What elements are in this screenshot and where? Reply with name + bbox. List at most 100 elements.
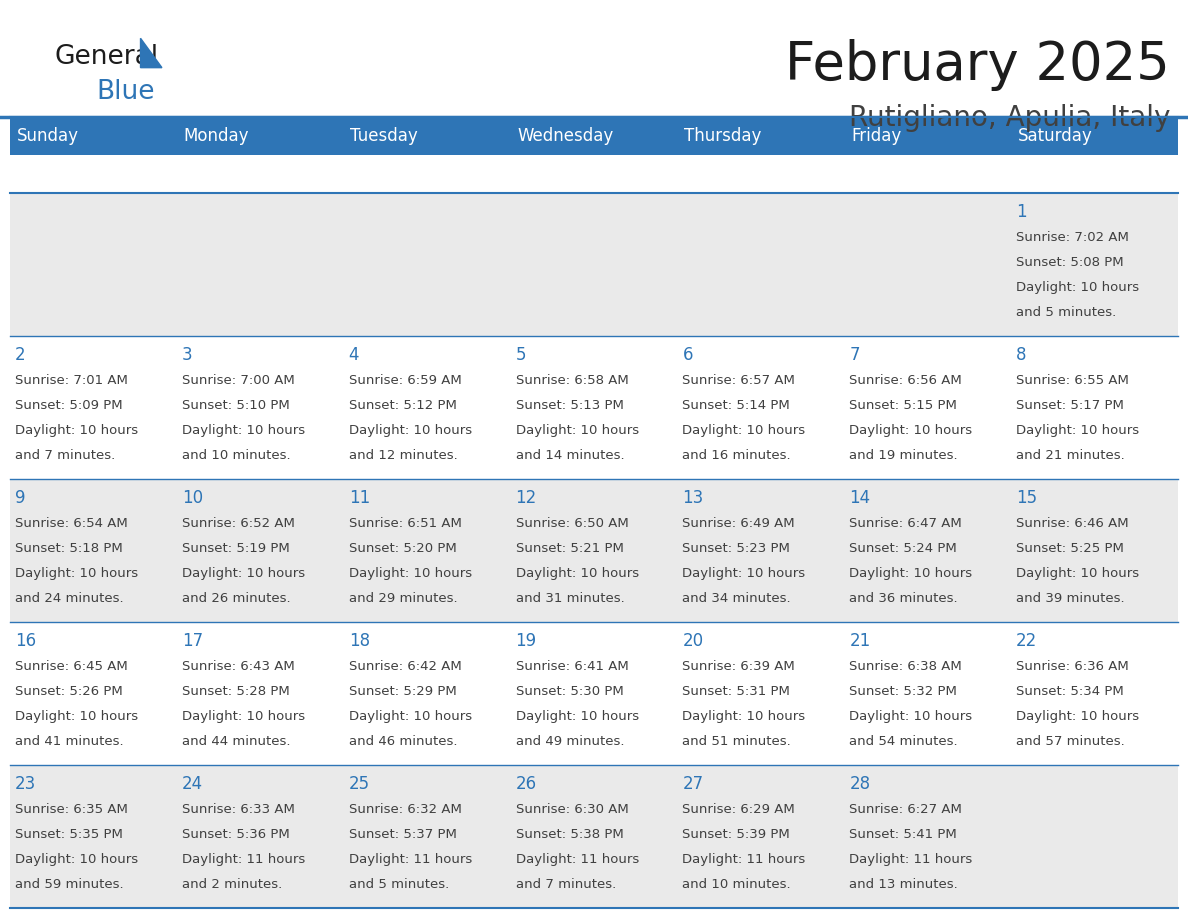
Text: and 7 minutes.: and 7 minutes.	[15, 449, 115, 462]
Text: Daylight: 10 hours: Daylight: 10 hours	[15, 710, 138, 722]
Text: 2: 2	[15, 346, 26, 364]
Text: 26: 26	[516, 775, 537, 793]
Text: 28: 28	[849, 775, 871, 793]
Text: 25: 25	[349, 775, 369, 793]
Bar	[10, 765, 1178, 908]
Text: 13: 13	[682, 489, 703, 507]
Text: Sunrise: 6:35 AM: Sunrise: 6:35 AM	[15, 802, 128, 815]
Text: and 2 minutes.: and 2 minutes.	[182, 878, 282, 890]
Text: and 10 minutes.: and 10 minutes.	[182, 449, 291, 462]
Text: and 44 minutes.: and 44 minutes.	[182, 734, 290, 747]
Text: and 24 minutes.: and 24 minutes.	[15, 591, 124, 605]
Text: Sunrise: 6:29 AM: Sunrise: 6:29 AM	[682, 802, 795, 815]
Bar	[845, 117, 1011, 155]
Text: Daylight: 10 hours: Daylight: 10 hours	[15, 566, 138, 579]
Text: 24: 24	[182, 775, 203, 793]
Text: Sunset: 5:32 PM: Sunset: 5:32 PM	[849, 685, 958, 698]
Text: and 51 minutes.: and 51 minutes.	[682, 734, 791, 747]
Text: 4: 4	[349, 346, 359, 364]
Text: and 14 minutes.: and 14 minutes.	[516, 449, 624, 462]
Text: 3: 3	[182, 346, 192, 364]
Bar	[10, 117, 177, 155]
Text: Sunrise: 6:47 AM: Sunrise: 6:47 AM	[849, 517, 962, 530]
Text: Sunset: 5:21 PM: Sunset: 5:21 PM	[516, 542, 624, 554]
Text: Sunset: 5:34 PM: Sunset: 5:34 PM	[1016, 685, 1124, 698]
Text: Sunrise: 6:45 AM: Sunrise: 6:45 AM	[15, 659, 128, 673]
Text: Daylight: 10 hours: Daylight: 10 hours	[1016, 423, 1139, 437]
Text: 8: 8	[1016, 346, 1026, 364]
Text: Daylight: 10 hours: Daylight: 10 hours	[182, 566, 305, 579]
Text: and 19 minutes.: and 19 minutes.	[849, 449, 958, 462]
Text: and 7 minutes.: and 7 minutes.	[516, 878, 615, 890]
Text: Sunrise: 6:42 AM: Sunrise: 6:42 AM	[349, 659, 461, 673]
Text: Tuesday: Tuesday	[350, 127, 418, 145]
Text: 17: 17	[182, 632, 203, 650]
Text: Daylight: 10 hours: Daylight: 10 hours	[349, 423, 472, 437]
Text: 5: 5	[516, 346, 526, 364]
Text: 1: 1	[1016, 203, 1026, 221]
Text: Daylight: 10 hours: Daylight: 10 hours	[516, 423, 639, 437]
Text: Sunset: 5:23 PM: Sunset: 5:23 PM	[682, 542, 790, 554]
Text: Sunset: 5:36 PM: Sunset: 5:36 PM	[182, 827, 290, 841]
Text: Daylight: 10 hours: Daylight: 10 hours	[682, 566, 805, 579]
Bar	[10, 479, 1178, 622]
Text: Saturday: Saturday	[1018, 127, 1093, 145]
Text: Sunset: 5:29 PM: Sunset: 5:29 PM	[349, 685, 456, 698]
Text: and 5 minutes.: and 5 minutes.	[1016, 306, 1117, 319]
Text: Sunset: 5:12 PM: Sunset: 5:12 PM	[349, 398, 456, 411]
Text: Sunset: 5:19 PM: Sunset: 5:19 PM	[182, 542, 290, 554]
Text: Sunday: Sunday	[17, 127, 78, 145]
Text: Sunset: 5:37 PM: Sunset: 5:37 PM	[349, 827, 456, 841]
Text: and 13 minutes.: and 13 minutes.	[849, 878, 958, 890]
Bar	[177, 117, 343, 155]
Bar	[511, 117, 677, 155]
Text: and 59 minutes.: and 59 minutes.	[15, 878, 124, 890]
Text: Daylight: 10 hours: Daylight: 10 hours	[516, 566, 639, 579]
Text: 19: 19	[516, 632, 537, 650]
Text: Sunrise: 6:27 AM: Sunrise: 6:27 AM	[849, 802, 962, 815]
Text: and 36 minutes.: and 36 minutes.	[849, 591, 958, 605]
Text: 15: 15	[1016, 489, 1037, 507]
Text: Sunrise: 6:36 AM: Sunrise: 6:36 AM	[1016, 659, 1129, 673]
Text: Sunrise: 6:50 AM: Sunrise: 6:50 AM	[516, 517, 628, 530]
Text: 21: 21	[849, 632, 871, 650]
Text: Sunset: 5:13 PM: Sunset: 5:13 PM	[516, 398, 624, 411]
Text: Blue: Blue	[96, 79, 156, 105]
Text: Sunrise: 7:02 AM: Sunrise: 7:02 AM	[1016, 230, 1129, 243]
Text: Sunrise: 6:55 AM: Sunrise: 6:55 AM	[1016, 374, 1129, 386]
Text: Daylight: 11 hours: Daylight: 11 hours	[682, 853, 805, 866]
Bar	[1011, 117, 1178, 155]
Text: 22: 22	[1016, 632, 1037, 650]
Text: Sunrise: 6:38 AM: Sunrise: 6:38 AM	[849, 659, 962, 673]
Text: Sunrise: 6:49 AM: Sunrise: 6:49 AM	[682, 517, 795, 530]
Text: and 57 minutes.: and 57 minutes.	[1016, 734, 1125, 747]
Text: and 31 minutes.: and 31 minutes.	[516, 591, 625, 605]
Polygon shape	[140, 39, 162, 68]
Text: 7: 7	[849, 346, 860, 364]
Text: and 16 minutes.: and 16 minutes.	[682, 449, 791, 462]
Text: Daylight: 10 hours: Daylight: 10 hours	[682, 710, 805, 722]
Text: Wednesday: Wednesday	[517, 127, 613, 145]
Text: Sunrise: 7:01 AM: Sunrise: 7:01 AM	[15, 374, 128, 386]
Text: Sunset: 5:25 PM: Sunset: 5:25 PM	[1016, 542, 1124, 554]
Text: Sunrise: 6:51 AM: Sunrise: 6:51 AM	[349, 517, 462, 530]
Text: Daylight: 11 hours: Daylight: 11 hours	[516, 853, 639, 866]
Text: Monday: Monday	[183, 127, 249, 145]
Text: and 49 minutes.: and 49 minutes.	[516, 734, 624, 747]
Text: Sunset: 5:26 PM: Sunset: 5:26 PM	[15, 685, 122, 698]
Text: 27: 27	[682, 775, 703, 793]
Text: Rutigliano, Apulia, Italy: Rutigliano, Apulia, Italy	[848, 104, 1170, 132]
Text: Daylight: 10 hours: Daylight: 10 hours	[1016, 710, 1139, 722]
Text: Sunset: 5:17 PM: Sunset: 5:17 PM	[1016, 398, 1124, 411]
Text: Sunset: 5:35 PM: Sunset: 5:35 PM	[15, 827, 122, 841]
Bar	[10, 336, 1178, 479]
Text: 11: 11	[349, 489, 369, 507]
Text: February 2025: February 2025	[785, 39, 1170, 91]
Text: Daylight: 10 hours: Daylight: 10 hours	[15, 853, 138, 866]
Text: Sunrise: 6:39 AM: Sunrise: 6:39 AM	[682, 659, 795, 673]
Text: 16: 16	[15, 632, 36, 650]
Text: Sunset: 5:10 PM: Sunset: 5:10 PM	[182, 398, 290, 411]
Text: Sunset: 5:38 PM: Sunset: 5:38 PM	[516, 827, 624, 841]
Text: and 39 minutes.: and 39 minutes.	[1016, 591, 1125, 605]
Text: Sunset: 5:41 PM: Sunset: 5:41 PM	[849, 827, 958, 841]
